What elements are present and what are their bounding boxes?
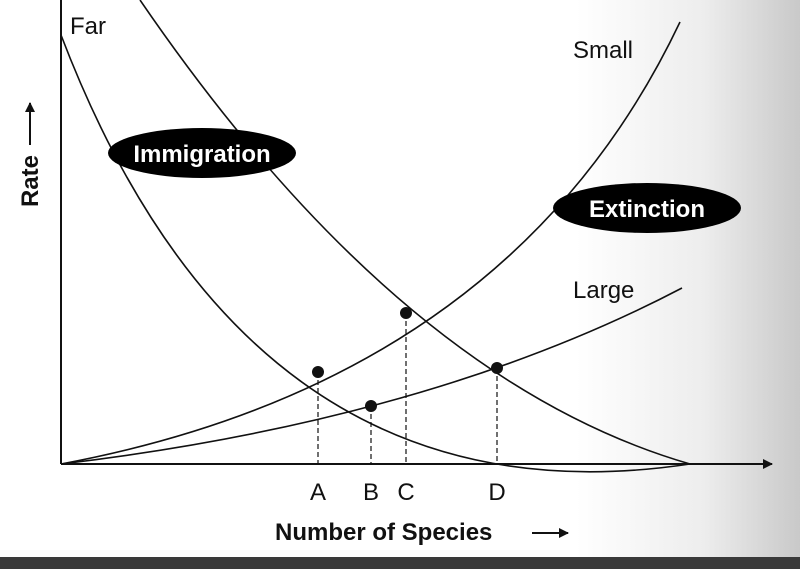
extinction-label: Extinction	[589, 196, 705, 223]
immigration-far-curve	[60, 34, 691, 473]
y-axis-title-group: Rate	[17, 102, 44, 207]
x-axis-title: Number of Species	[275, 519, 492, 546]
equilibrium-point-b	[365, 400, 377, 412]
label-far: Far	[70, 13, 106, 40]
tick-label-c: C	[397, 479, 414, 506]
bottom-border	[0, 557, 800, 569]
equilibrium-point-c	[400, 307, 412, 319]
tick-label-a: A	[310, 479, 326, 506]
immigration-label: Immigration	[133, 141, 270, 168]
tick-label-b: B	[363, 479, 379, 506]
tick-label-d: D	[488, 479, 505, 506]
label-small: Small	[573, 37, 633, 64]
y-axis-title: Rate	[17, 155, 44, 207]
label-large: Large	[573, 277, 634, 304]
immigration-near-curve	[139, 0, 691, 465]
immigration-oval	[108, 128, 296, 178]
equilibrium-point-d	[491, 362, 503, 374]
equilibrium-point-a	[312, 366, 324, 378]
extinction-large-curve	[60, 287, 683, 465]
extinction-small-curve	[60, 21, 681, 465]
extinction-oval	[553, 183, 741, 233]
